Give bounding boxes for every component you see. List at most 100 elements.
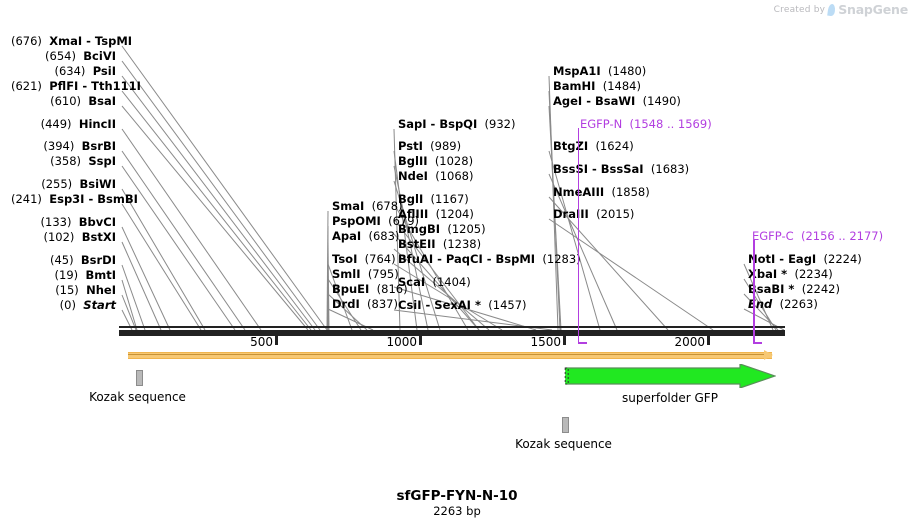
label-position: (837) [367,297,398,311]
leader-line [121,279,138,331]
label-position: (1205) [447,222,486,236]
label-position: (1490) [642,94,681,108]
enzyme-site-label[interactable]: (0) Start [11,299,116,311]
enzyme-site-label[interactable]: (255) BsiWI [11,178,116,190]
enzyme-site-label[interactable]: MspA1I (1480) [553,65,646,77]
enzyme-site-label[interactable]: SmlI (795) [332,268,399,280]
enzyme-site-label[interactable]: (610) BsaI [11,95,116,107]
enzyme-site-label[interactable]: BpuEI (816) [332,283,408,295]
enzyme-site-label[interactable]: BtgZI (1624) [553,140,634,152]
enzyme-site-label[interactable]: (621) PflFI - Tth111I [11,80,141,92]
enzyme-site-label[interactable]: BfuAI - PaqCI - BspMI (1283) [398,253,581,265]
label-position: (1283) [542,252,581,266]
enzyme-site-label[interactable]: (449) HincII [11,118,116,130]
enzyme-site-label[interactable]: SmaI (678) [332,200,403,212]
enzyme-site-label[interactable]: BamHI (1484) [553,80,641,92]
enzyme-site-label[interactable]: (634) PsiI [11,65,116,77]
label-name: MspA1I [553,64,601,78]
enzyme-site-label[interactable]: NotI - EagI (2224) [748,253,862,265]
leader-lines [121,45,785,331]
enzyme-site-label[interactable]: PspOMI (679) [332,215,419,227]
label-name: PspOMI [332,214,381,228]
enzyme-site-label[interactable]: CsiI - SexAI * (1457) [398,299,527,311]
enzyme-site-label[interactable]: (102) BstXI [11,231,116,243]
orf-arrow-line [128,354,772,355]
label-name: BpuEI [332,282,370,296]
enzyme-site-label[interactable]: AgeI - BsaWI (1490) [553,95,681,107]
label-position: (255) [41,177,73,191]
label-position: (358) [50,154,82,168]
label-position: (133) [40,215,72,229]
label-position: (1858) [611,185,650,199]
kozak-sequence-marker[interactable] [562,417,569,433]
label-position: (45) [49,253,74,267]
enzyme-site-label[interactable]: DrdI (837) [332,298,398,310]
label-name: XmaI - TspMI [49,34,133,48]
leader-line [393,286,537,331]
enzyme-site-label[interactable]: DraIII (2015) [553,208,634,220]
orf-arrow-head [764,350,773,360]
enzyme-site-label[interactable]: (241) Esp3I - BsmBI [11,193,138,205]
enzyme-site-label[interactable]: ScaI (1404) [398,276,471,288]
label-name: BmgBI [398,222,441,236]
enzyme-site-label[interactable]: BsaBI * (2242) [748,283,840,295]
feature-label[interactable]: EGFP-C (2156 .. 2177) [752,230,883,242]
enzyme-site-label[interactable]: (133) BbvCI [11,216,116,228]
label-position: (1548 .. 1569) [629,117,712,131]
enzyme-site-label[interactable]: SapI - BspQI (932) [398,118,515,130]
enzyme-site-label[interactable]: ApaI (683) [332,230,399,242]
leader-line [121,294,137,331]
label-name: SmaI [332,199,365,213]
enzyme-site-label[interactable]: (45) BsrDI [11,254,116,266]
enzyme-site-label[interactable]: BglII (1028) [398,155,473,167]
leader-line [121,203,202,331]
enzyme-site-label[interactable]: AflIII (1204) [398,208,474,220]
label-name: BsiWI [79,177,116,191]
enzyme-site-label[interactable]: BstEII (1238) [398,238,481,250]
enzyme-site-label[interactable]: (654) BciVI [11,50,116,62]
enzyme-site-label[interactable]: NmeAIII (1858) [553,186,650,198]
enzyme-site-label[interactable]: NdeI (1068) [398,170,474,182]
label-name: SapI - BspQI [398,117,478,131]
label-position: (15) [55,283,79,297]
leader-line [121,105,309,331]
label-name: BsaI [88,94,116,108]
kozak-sequence-marker[interactable] [136,370,143,386]
enzyme-site-label[interactable]: XbaI * (2234) [748,268,833,280]
enzyme-site-label[interactable]: (15) NheI [11,284,116,296]
axis-tick-label: 1500 [530,335,561,349]
label-position: (449) [40,117,72,131]
enzyme-site-label[interactable]: BssSI - BssSaI (1683) [553,163,689,175]
enzyme-site-label[interactable]: PstI (989) [398,140,461,152]
enzyme-site-label[interactable]: (19) BmtI [11,269,116,281]
label-position: (1167) [430,192,469,206]
watermark-created-by: Created by [773,4,826,15]
axis-tick-label: 500 [250,335,273,349]
label-position: (1457) [488,298,527,312]
enzyme-site-label[interactable]: (676) XmaI - TspMI [11,35,132,47]
enzyme-site-label[interactable]: BmgBI (1205) [398,223,486,235]
gfp-feature-arrow[interactable] [564,364,776,388]
label-position: (102) [43,230,75,244]
enzyme-site-label[interactable]: (358) SspI [11,155,116,167]
label-position: (0) [59,298,76,312]
label-position: (2015) [596,207,635,221]
orf-arrow-bar [128,352,772,359]
leader-line [393,150,418,331]
axis-tick [275,336,278,345]
enzyme-site-label[interactable]: End (2263) [748,298,818,310]
feature-label[interactable]: EGFP-N (1548 .. 1569) [580,118,712,130]
label-name: ScaI [398,275,426,289]
label-name: XbaI * [748,267,788,281]
leader-line [393,180,441,331]
feature-marker-stem [577,128,580,344]
label-name: ApaI [332,229,362,243]
gfp-feature-label: superfolder GFP [622,391,718,405]
enzyme-site-label[interactable]: BglI (1167) [398,193,469,205]
enzyme-site-label[interactable]: TsoI (764) [332,253,396,265]
feature-marker-foot [577,342,587,345]
label-position: (1480) [608,64,647,78]
kozak-sequence-label: Kozak sequence [89,390,186,404]
leader-line [548,196,669,331]
enzyme-site-label[interactable]: (394) BsrBI [11,140,116,152]
